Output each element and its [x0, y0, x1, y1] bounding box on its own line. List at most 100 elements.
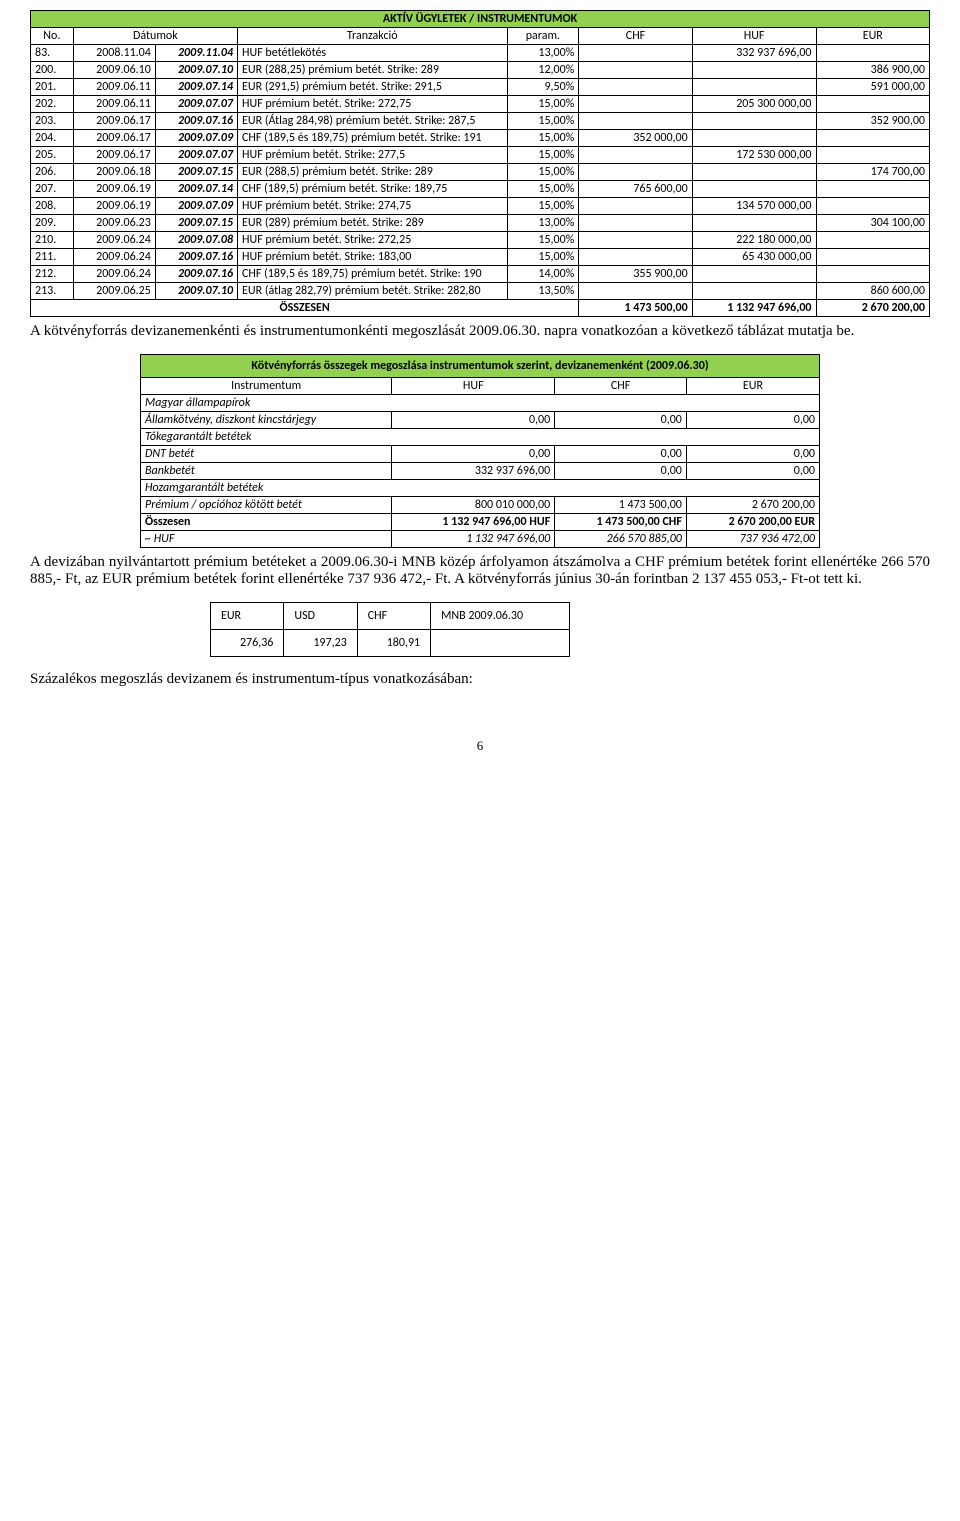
t3-h-chf: CHF — [357, 603, 430, 630]
cell-date1: 2008.11.04 — [73, 45, 155, 62]
section-label: Magyar állampapírok — [141, 395, 820, 412]
cell-eur — [816, 130, 929, 147]
cell-huf: 205 300 000,00 — [692, 96, 816, 113]
t1-sum-huf: 1 132 947 696,00 — [692, 300, 816, 317]
cell-no: 200. — [31, 62, 74, 79]
cell-chf — [579, 232, 692, 249]
table-row: 209.2009.06.232009.07.15EUR (289) prémiu… — [31, 215, 930, 232]
cell-transaction: HUF prémium betét. Strike: 277,5 — [238, 147, 507, 164]
cell-param: 15,00% — [507, 198, 579, 215]
t2-approx-label: ~ HUF — [141, 531, 392, 548]
section-row: Tőkegarantált betétek — [141, 429, 820, 446]
t1-sum-eur: 2 670 200,00 — [816, 300, 929, 317]
t2-approx-row: ~ HUF 1 132 947 696,00 266 570 885,00 73… — [141, 531, 820, 548]
cell-param: 15,00% — [507, 113, 579, 130]
bond-source-breakdown-table: Kötvényforrás összegek megoszlása instru… — [140, 354, 820, 548]
table-row: 212.2009.06.242009.07.16CHF (189,5 és 18… — [31, 266, 930, 283]
cell-date1: 2009.06.11 — [73, 79, 155, 96]
cell-no: 206. — [31, 164, 74, 181]
cell-huf: 65 430 000,00 — [692, 249, 816, 266]
cell-chf — [579, 283, 692, 300]
cell-huf: 0,00 — [392, 446, 555, 463]
t3-value-row: 276,36 197,23 180,91 — [211, 630, 570, 657]
t1-h-chf: CHF — [579, 28, 692, 45]
cell-no: 211. — [31, 249, 74, 266]
cell-eur: 591 000,00 — [816, 79, 929, 96]
cell-date2: 2009.07.16 — [155, 249, 237, 266]
cell-eur — [816, 181, 929, 198]
cell-date1: 2009.06.24 — [73, 266, 155, 283]
cell-chf — [579, 249, 692, 266]
cell-chf — [579, 164, 692, 181]
cell-chf — [579, 79, 692, 96]
table-row: 204.2009.06.172009.07.09CHF (189,5 és 18… — [31, 130, 930, 147]
cell-date1: 2009.06.18 — [73, 164, 155, 181]
cell-transaction: HUF prémium betét. Strike: 272,75 — [238, 96, 507, 113]
table-row: 208.2009.06.192009.07.09HUF prémium beté… — [31, 198, 930, 215]
cell-param: 15,00% — [507, 130, 579, 147]
section-row: Magyar állampapírok — [141, 395, 820, 412]
cell-param: 15,00% — [507, 249, 579, 266]
cell-param: 15,00% — [507, 232, 579, 249]
cell-eur: 386 900,00 — [816, 62, 929, 79]
cell-date1: 2009.06.17 — [73, 130, 155, 147]
cell-eur — [816, 232, 929, 249]
table-row: Bankbetét332 937 696,000,000,00 — [141, 463, 820, 480]
cell-huf — [692, 283, 816, 300]
section-label: Tőkegarantált betétek — [141, 429, 820, 446]
cell-transaction: EUR (288,5) prémium betét. Strike: 289 — [238, 164, 507, 181]
cell-date1: 2009.06.17 — [73, 147, 155, 164]
t2-sum-row: Összesen 1 132 947 696,00 HUF 1 473 500,… — [141, 514, 820, 531]
cell-chf: 352 000,00 — [579, 130, 692, 147]
cell-huf: 222 180 000,00 — [692, 232, 816, 249]
cell-no: 201. — [31, 79, 74, 96]
cell-transaction: EUR (Átlag 284,98) prémium betét. Strike… — [238, 113, 507, 130]
cell-eur — [816, 45, 929, 62]
cell-param: 15,00% — [507, 164, 579, 181]
cell-eur: 2 670 200,00 — [686, 497, 819, 514]
cell-date1: 2009.06.10 — [73, 62, 155, 79]
cell-eur: 304 100,00 — [816, 215, 929, 232]
cell-date1: 2009.06.17 — [73, 113, 155, 130]
table-row: 83.2008.11.042009.11.04HUF betétlekötés1… — [31, 45, 930, 62]
table-row: Prémium / opcióhoz kötött betét800 010 0… — [141, 497, 820, 514]
cell-chf: 0,00 — [555, 412, 687, 429]
t3-h-eur: EUR — [211, 603, 284, 630]
cell-param: 15,00% — [507, 181, 579, 198]
table-row: 205.2009.06.172009.07.07HUF prémium beté… — [31, 147, 930, 164]
t1-h-huf: HUF — [692, 28, 816, 45]
cell-transaction: EUR (288,25) prémium betét. Strike: 289 — [238, 62, 507, 79]
cell-huf — [692, 215, 816, 232]
cell-date2: 2009.11.04 — [155, 45, 237, 62]
cell-no: 208. — [31, 198, 74, 215]
cell-huf — [692, 62, 816, 79]
cell-date1: 2009.06.19 — [73, 181, 155, 198]
cell-chf: 765 600,00 — [579, 181, 692, 198]
table-row: 202.2009.06.112009.07.07HUF prémium beté… — [31, 96, 930, 113]
t1-h-dates: Dátumok — [73, 28, 237, 45]
cell-no: 210. — [31, 232, 74, 249]
cell-param: 13,50% — [507, 283, 579, 300]
table-row: 210.2009.06.242009.07.08HUF prémium beté… — [31, 232, 930, 249]
t1-h-eur: EUR — [816, 28, 929, 45]
cell-chf: 1 473 500,00 — [555, 497, 687, 514]
active-instruments-table: AKTÍV ÜGYLETEK / INSTRUMENTUMOK No. Dátu… — [30, 10, 930, 317]
t2-sum-label: Összesen — [141, 514, 392, 531]
cell-date2: 2009.07.07 — [155, 147, 237, 164]
cell-no: 204. — [31, 130, 74, 147]
t2-h-chf: CHF — [555, 378, 687, 395]
cell-date2: 2009.07.09 — [155, 130, 237, 147]
cell-chf — [579, 62, 692, 79]
cell-date2: 2009.07.08 — [155, 232, 237, 249]
cell-date1: 2009.06.24 — [73, 249, 155, 266]
table-row: 200.2009.06.102009.07.10EUR (288,25) pré… — [31, 62, 930, 79]
cell-name: Államkötvény, diszkont kincstárjegy — [141, 412, 392, 429]
t1-sum-label: ÖSSZESEN — [31, 300, 579, 317]
cell-transaction: EUR (289) prémium betét. Strike: 289 — [238, 215, 507, 232]
cell-chf: 0,00 — [555, 463, 687, 480]
cell-date1: 2009.06.23 — [73, 215, 155, 232]
t3-h-usd: USD — [284, 603, 357, 630]
paragraph-2: A devizában nyilvántartott prémium betét… — [30, 554, 930, 588]
cell-name: DNT betét — [141, 446, 392, 463]
t1-header-row: No. Dátumok Tranzakció param. CHF HUF EU… — [31, 28, 930, 45]
